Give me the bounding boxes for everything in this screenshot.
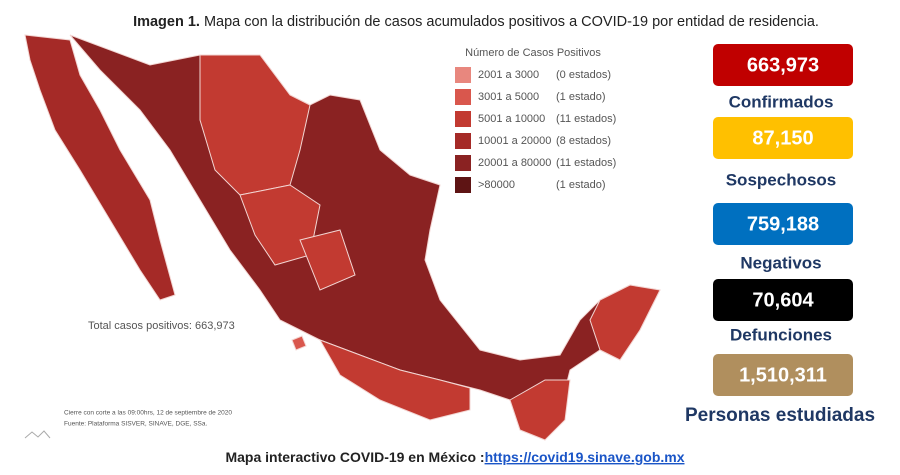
stat-box xyxy=(713,354,853,396)
stat-value: 1,510,311 xyxy=(739,364,827,386)
south-states xyxy=(318,339,471,421)
chihuahua xyxy=(199,54,311,196)
legend-swatch xyxy=(455,155,471,171)
legend-count: (11 estados) xyxy=(556,113,616,125)
legend-swatch xyxy=(455,111,471,127)
footer: Mapa interactivo COVID-19 en México :htt… xyxy=(225,449,684,465)
legend-range: 3001 a 5000 xyxy=(478,91,539,103)
stat-label: Confirmados xyxy=(729,92,834,111)
chiapas xyxy=(509,379,571,441)
note: Cierre con corte a las 09:00hrs, 12 de s… xyxy=(64,410,232,417)
total-cases: Total casos positivos: 663,973 xyxy=(88,320,235,332)
legend-count: (8 estados) xyxy=(556,135,611,147)
legend-swatch xyxy=(455,133,471,149)
footer-text: Mapa interactivo COVID-19 en México : xyxy=(225,449,484,465)
stat-value: 87,150 xyxy=(752,127,813,149)
title-label: Imagen 1. xyxy=(133,14,200,30)
stat-value: 70,604 xyxy=(752,289,814,311)
footer-link[interactable]: https://covid19.sinave.gob.mx xyxy=(485,449,685,465)
yucatan xyxy=(589,284,661,361)
stat-label: Defunciones xyxy=(730,325,832,344)
colima xyxy=(291,335,307,351)
title-text: Mapa con la distribución de casos acumul… xyxy=(204,14,819,30)
stat-box xyxy=(713,44,853,86)
map xyxy=(24,34,661,441)
legend-range: 10001 a 20000 xyxy=(478,135,551,147)
stat-box xyxy=(713,117,853,159)
stat-label: Personas estudiadas xyxy=(685,405,875,426)
legend-swatch xyxy=(455,89,471,105)
legend-swatch xyxy=(455,67,471,83)
stat-value: 759,188 xyxy=(747,213,819,235)
title: Imagen 1. Mapa con la distribución de cas… xyxy=(133,14,819,30)
stat-value: 663,973 xyxy=(747,54,819,76)
legend-count: (11 estados) xyxy=(556,157,616,169)
legend-range: 5001 a 10000 xyxy=(478,113,545,125)
stats: 663,973 Confirmados 87,150 Sospechosos 759,1… xyxy=(685,44,875,426)
legend-range: 20001 a 80000 xyxy=(478,157,551,169)
legend-count: (0 estados) xyxy=(556,69,611,81)
legend-range: 2001 a 3000 xyxy=(478,69,539,81)
legend-count: (1 estado) xyxy=(556,179,606,191)
legend-count: (1 estado) xyxy=(556,91,606,103)
logo-mark xyxy=(24,430,51,439)
stat-box xyxy=(713,279,853,321)
note: Fuente: Plataforma SISVER, SINAVE, DGE, … xyxy=(64,421,207,428)
zacatecas xyxy=(299,229,356,291)
legend: Número de Casos Positivos 2001 a 3000 (0 … xyxy=(455,47,616,193)
stat-label: Negativos xyxy=(740,253,821,272)
baja-california xyxy=(24,34,176,301)
stat-label: Sospechosos xyxy=(726,170,837,189)
stat-box xyxy=(713,203,853,245)
legend-title: Número de Casos Positivos xyxy=(465,47,601,59)
legend-range: >80000 xyxy=(478,179,515,191)
legend-swatch xyxy=(455,177,471,193)
